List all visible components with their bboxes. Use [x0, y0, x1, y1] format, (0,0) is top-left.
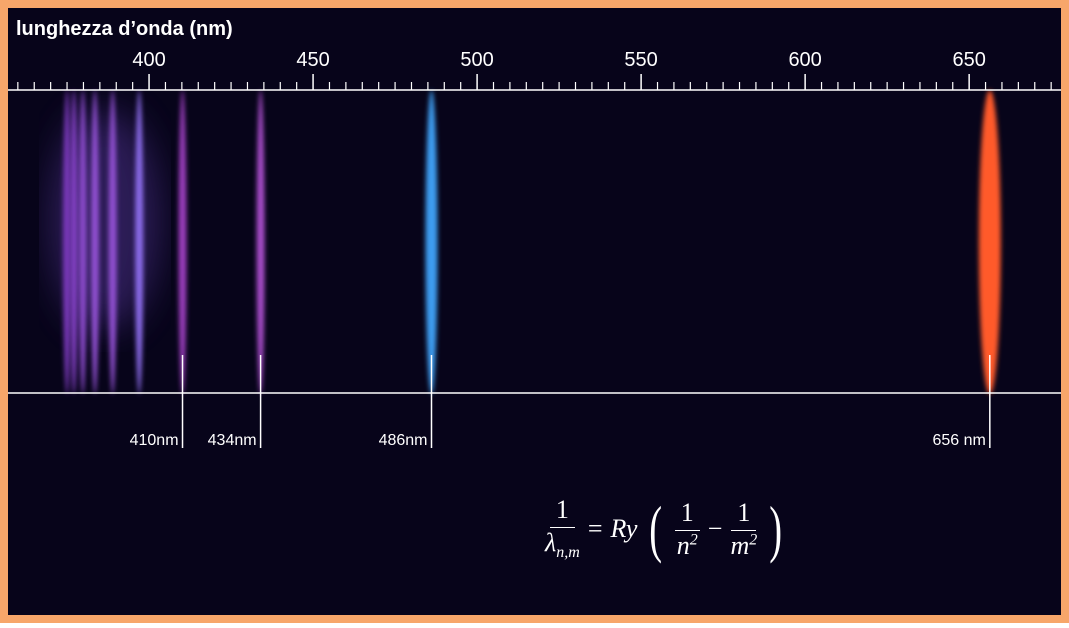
emission-line [63, 90, 72, 394]
line-label: 656 nm [932, 432, 985, 449]
emission-line [90, 90, 99, 394]
emission-line [78, 90, 87, 394]
exponent: 2 [749, 530, 758, 548]
numerator: 1 [674, 498, 700, 531]
equals: = [587, 514, 603, 543]
paren: ) [769, 493, 783, 564]
emission-line [425, 90, 438, 394]
constant: Ry [610, 514, 638, 543]
numerator: 1 [549, 495, 575, 529]
emission-line [178, 90, 187, 394]
spectrum [63, 90, 1001, 394]
fraction: 1 λn,m [545, 495, 580, 562]
background [8, 8, 1061, 615]
emission-line [256, 90, 265, 394]
formula: 1 λn,m = Ry ( 1 n2 − 1 m2 ) [545, 492, 787, 566]
subscript: n,m [556, 544, 580, 562]
exponent: 2 [689, 530, 698, 548]
lambda: λ [545, 528, 557, 558]
tick-label: 400 [132, 49, 165, 71]
minus: − [707, 514, 723, 543]
tick-label: 600 [788, 49, 821, 71]
emission-line [108, 90, 117, 394]
n: n [676, 530, 690, 560]
line-label: 486nm [379, 432, 428, 449]
paren: ( [649, 493, 663, 564]
tick-label: 650 [952, 49, 985, 71]
numerator: 1 [731, 498, 757, 531]
emission-line [135, 90, 144, 394]
emission-line [978, 90, 1001, 394]
line-label: 410nm [130, 432, 179, 449]
emission-line [69, 90, 78, 394]
fraction: 1 n2 [674, 498, 700, 561]
tick-label: 500 [460, 49, 493, 71]
title: lunghezza d’onda (nm) [16, 18, 233, 40]
m: m [730, 530, 750, 560]
fraction: 1 m2 [730, 498, 757, 561]
tick-label: 550 [624, 49, 657, 71]
line-label: 434nm [208, 432, 257, 449]
tick-label: 450 [296, 49, 329, 71]
